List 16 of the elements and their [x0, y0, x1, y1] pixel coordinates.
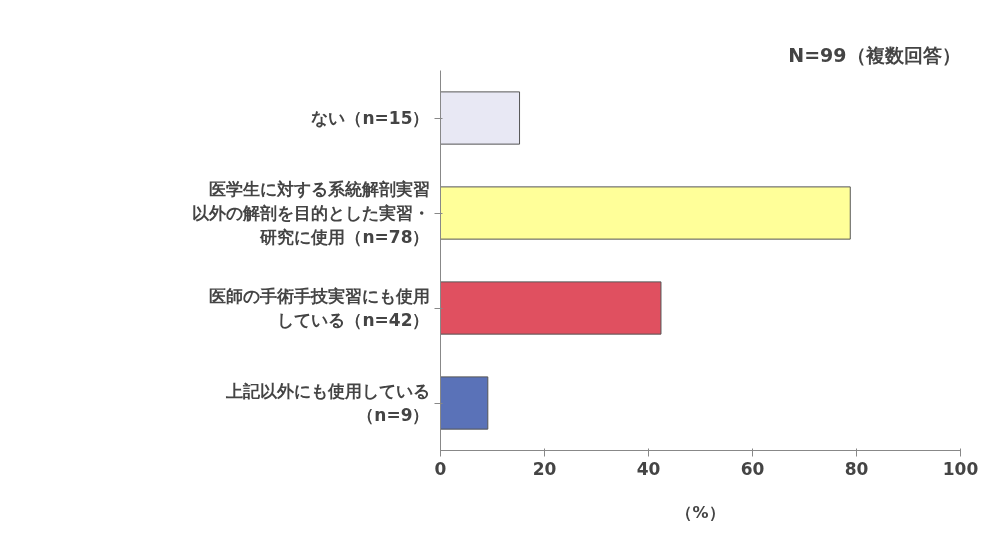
y-tick-label: 上記以外にも使用している（n=9） — [224, 381, 430, 425]
x-tick-label: 20 — [532, 458, 557, 479]
x-tick-label: 0 — [434, 458, 447, 479]
y-tick-label: 医師の手術手技実習にも使用している（n=42） — [208, 286, 430, 330]
y-tick-label: ない（n=15） — [311, 108, 430, 128]
x-axis-title: （%） — [676, 502, 725, 522]
x-tick-label: 100 — [942, 458, 979, 479]
x-tick-label: 60 — [740, 458, 765, 479]
bar — [440, 91, 521, 145]
bar — [440, 376, 489, 430]
x-tick-label: 40 — [636, 458, 661, 479]
x-tick-label: 80 — [844, 458, 869, 479]
bar — [440, 186, 851, 240]
bar — [440, 281, 662, 335]
chart-title: N=99（複数回答） — [788, 43, 961, 66]
y-tick-label: 医学生に対する系統解剖実習以外の解剖を目的とした実習・研究に使用（n=78） — [191, 179, 430, 247]
